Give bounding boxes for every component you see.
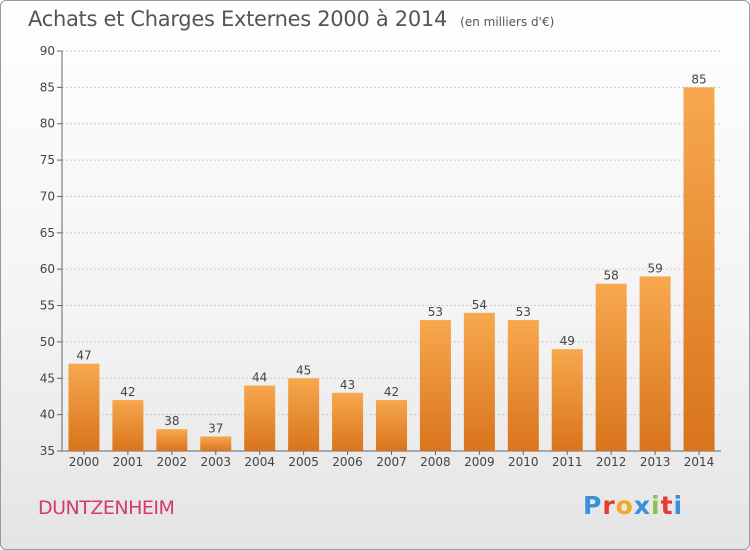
data-label: 53: [516, 305, 531, 319]
bar-2001: [112, 400, 144, 451]
data-label: 37: [208, 421, 223, 435]
x-tick-label: 2001: [113, 455, 144, 469]
y-tick-label: 65: [40, 226, 55, 240]
data-label: 59: [647, 261, 662, 275]
data-label: 38: [164, 414, 179, 428]
x-tick-label: 2004: [244, 455, 275, 469]
x-tick-label: 2011: [552, 455, 583, 469]
logo-letter: r: [602, 491, 616, 520]
logo-letter: i: [673, 491, 684, 520]
commune-name: DUNTZENHEIM: [38, 497, 175, 519]
bar-2011: [551, 349, 583, 451]
y-tick-label: 55: [40, 299, 55, 313]
y-tick-label: 60: [40, 262, 55, 276]
data-label: 45: [296, 363, 311, 377]
data-label: 43: [340, 378, 355, 392]
chart-unit: (en milliers d'€): [460, 15, 555, 29]
y-tick-label: 40: [40, 408, 55, 422]
y-tick-label: 70: [40, 189, 55, 203]
y-tick-label: 75: [40, 153, 55, 167]
bar-2004: [244, 385, 276, 451]
y-tick-label: 90: [40, 44, 55, 58]
bar-2008: [419, 320, 451, 451]
bar-2009: [463, 312, 495, 451]
title-line: Achats et Charges Externes 2000 à 2014 (…: [28, 7, 554, 31]
data-label: 58: [604, 269, 619, 283]
data-label: 42: [120, 385, 135, 399]
y-tick-label: 45: [40, 371, 55, 385]
data-label: 85: [691, 72, 706, 86]
label-layer: 47 42 38 37 44 45 43 42 53 54 53 49 58 59 85: [76, 72, 706, 435]
data-label: 49: [560, 334, 575, 348]
bar-2012: [595, 283, 627, 451]
bar-2007: [376, 400, 407, 451]
y-tick-label: 80: [40, 117, 55, 131]
bar-2010: [507, 320, 539, 451]
bar-2014: [683, 87, 715, 451]
bar-2005: [288, 378, 320, 451]
x-tick-label: 2000: [69, 455, 100, 469]
x-tick-label: 2009: [464, 455, 495, 469]
bar-2000: [68, 363, 100, 451]
chart-title: Achats et Charges Externes 2000 à 2014: [28, 7, 448, 31]
logo-letter: P: [583, 491, 603, 520]
data-label: 44: [252, 371, 267, 385]
y-tick-label: 85: [40, 80, 55, 94]
bar-2002: [156, 429, 188, 451]
data-label: 42: [384, 385, 399, 399]
data-label: 47: [76, 349, 91, 363]
logo-letter: t: [660, 491, 674, 520]
bar-layer: [68, 87, 715, 451]
y-tick-label: 35: [40, 444, 55, 458]
x-tick-label: 2014: [684, 455, 715, 469]
bar-2006: [332, 392, 364, 451]
bar-2013: [639, 276, 671, 451]
data-label: 54: [472, 298, 487, 312]
x-tick-label: 2002: [157, 455, 188, 469]
x-tick-label: 2005: [288, 455, 319, 469]
x-tick-label: 2008: [420, 455, 451, 469]
bar-2003: [200, 436, 232, 451]
y-tick-label: 50: [40, 335, 55, 349]
logo-letter: x: [633, 491, 651, 520]
x-tick-label: 2003: [200, 455, 231, 469]
data-label: 53: [428, 305, 443, 319]
proxiti-logo: Proxiti: [583, 491, 683, 520]
x-tick-label: 2012: [596, 455, 627, 469]
logo-letter: i: [651, 491, 661, 520]
x-tick-label: 2013: [640, 455, 671, 469]
x-tick-label: 2007: [376, 455, 407, 469]
x-tick-label: 2010: [508, 455, 539, 469]
logo-letter: o: [615, 491, 634, 520]
x-tick-label: 2006: [332, 455, 363, 469]
